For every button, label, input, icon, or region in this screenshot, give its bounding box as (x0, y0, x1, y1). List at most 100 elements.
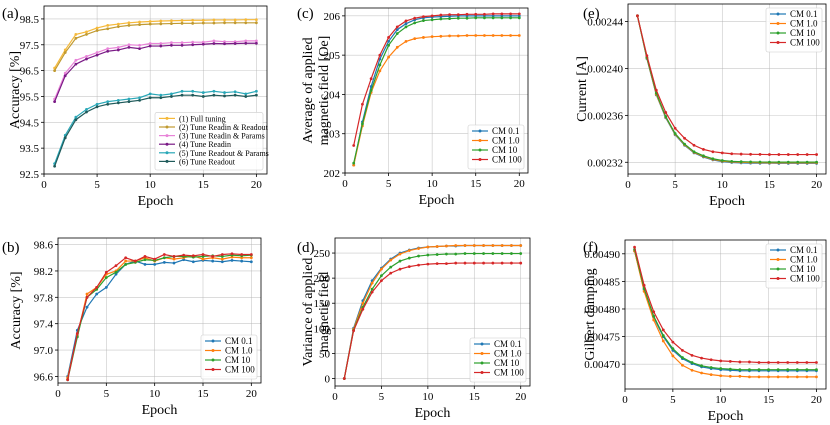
data-point (233, 21, 237, 25)
data-point (642, 283, 646, 287)
y-axis-label-line: magnetic field (317, 272, 332, 352)
data-point (664, 111, 668, 114)
data-point (124, 256, 128, 260)
legend-entry: CM 1.0 (225, 346, 253, 356)
data-point (445, 262, 448, 265)
data-point (230, 252, 234, 256)
legend-marker (478, 139, 482, 142)
data-point (474, 16, 478, 20)
legend-entry: CM 1.0 (790, 255, 818, 265)
data-point (474, 34, 478, 37)
data-point (389, 265, 393, 269)
data-point (370, 290, 374, 294)
data-point (148, 92, 152, 96)
data-point (730, 159, 734, 163)
data-point (398, 259, 402, 263)
data-point (690, 368, 694, 372)
data-point (702, 154, 705, 158)
data-point (244, 18, 248, 22)
data-point (180, 41, 184, 45)
series-line-3 (54, 40, 257, 100)
legend-marker (211, 368, 215, 371)
data-point (201, 255, 205, 258)
data-point (395, 32, 399, 35)
data-point (220, 255, 224, 258)
data-point (426, 245, 430, 249)
y-tick-label: 0.00480 (584, 304, 620, 316)
data-point (711, 157, 715, 161)
y-axis-label-line: Accuracy [%] (9, 271, 24, 349)
data-point (104, 286, 108, 289)
data-point (795, 375, 799, 379)
data-point (474, 12, 478, 16)
data-point (739, 152, 743, 156)
data-point (500, 252, 504, 255)
data-point (413, 21, 417, 25)
data-point (430, 18, 434, 22)
data-point (212, 18, 216, 22)
data-point (211, 259, 215, 263)
data-point (138, 20, 141, 24)
legend-entry: CM 0.1 (225, 336, 253, 346)
data-point (74, 58, 78, 62)
legend-marker (480, 352, 484, 355)
data-point (719, 367, 723, 370)
data-point (483, 12, 486, 16)
data-point (776, 375, 780, 379)
data-point (116, 101, 120, 105)
data-point (191, 254, 195, 258)
data-point (212, 21, 216, 25)
y-tick-label: 0.00475 (584, 332, 620, 344)
data-point (758, 160, 762, 164)
data-point (500, 244, 504, 247)
data-point (417, 247, 420, 250)
legend-entry: CM 100 (492, 155, 522, 165)
data-point (201, 257, 205, 261)
legend-marker (776, 267, 780, 271)
data-point (422, 15, 425, 19)
data-point (201, 18, 205, 22)
x-tick-label: 0 (622, 394, 628, 406)
data-point (95, 53, 99, 57)
data-point (63, 136, 67, 140)
data-point (456, 13, 460, 17)
data-point (700, 356, 703, 360)
data-point (223, 18, 226, 22)
data-point (719, 359, 723, 363)
y-tick-label: 205 (324, 50, 341, 62)
data-point (85, 30, 88, 34)
data-point (106, 27, 110, 31)
data-point (430, 35, 434, 39)
data-point (162, 253, 166, 256)
y-tick-label: 94.5 (20, 117, 40, 129)
data-point (138, 98, 141, 102)
legend-box (154, 112, 264, 171)
data-point (220, 253, 224, 256)
data-point (95, 105, 99, 109)
data-point (454, 244, 458, 247)
data-point (387, 55, 390, 59)
data-point (636, 14, 639, 18)
x-tick-label: 10 (149, 388, 161, 400)
x-tick-label: 15 (469, 391, 481, 403)
y-axis-label-line: Current [A] (575, 56, 590, 122)
data-point (749, 160, 752, 164)
data-point (148, 44, 152, 48)
data-point (517, 14, 521, 18)
series-line-3 (343, 252, 521, 379)
data-point (85, 57, 88, 61)
data-point (720, 159, 724, 162)
data-point (104, 270, 108, 274)
data-point (398, 267, 402, 271)
data-point (517, 16, 521, 20)
axes-frame (57, 237, 262, 384)
data-point (191, 93, 195, 97)
data-point (767, 368, 770, 372)
y-tick-label: 98.2 (34, 266, 53, 278)
y-tick-label: 0.00240 (587, 63, 623, 75)
data-point (633, 245, 636, 249)
axes-frame (344, 7, 529, 174)
data-point (661, 339, 665, 343)
legend-entry: CM 1.0 (494, 349, 522, 359)
